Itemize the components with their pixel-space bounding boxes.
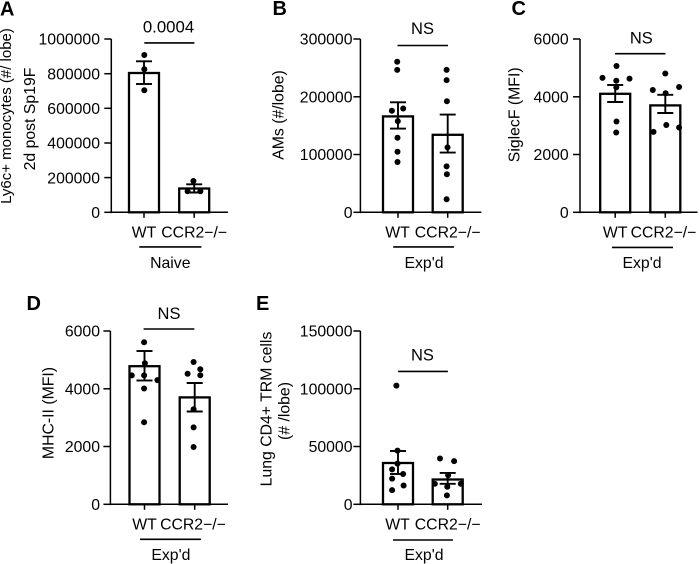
svg-text:WT: WT <box>385 225 410 242</box>
svg-text:CCR2−/−: CCR2−/− <box>161 225 227 242</box>
svg-text:200000: 200000 <box>47 170 100 187</box>
svg-text:2d post Sp19F: 2d post Sp19F <box>22 67 39 170</box>
svg-text:CCR2−/−: CCR2−/− <box>415 516 481 533</box>
svg-text:CCR2−/−: CCR2−/− <box>415 225 481 242</box>
svg-text:4000: 4000 <box>65 382 100 399</box>
svg-text:0: 0 <box>344 205 353 222</box>
svg-text:0: 0 <box>91 497 100 514</box>
svg-text:400000: 400000 <box>47 136 100 153</box>
svg-text:2000: 2000 <box>65 439 100 456</box>
svg-text:1000000: 1000000 <box>39 32 101 49</box>
svg-text:CCR2−/−: CCR2−/− <box>160 516 226 533</box>
svg-text:WT: WT <box>385 516 410 533</box>
svg-text:WT: WT <box>603 225 628 242</box>
svg-text:200000: 200000 <box>300 90 353 107</box>
svg-text:Naive: Naive <box>150 255 191 272</box>
svg-text:WT: WT <box>132 225 157 242</box>
svg-text:NS: NS <box>411 347 434 365</box>
svg-text:600000: 600000 <box>47 101 100 118</box>
svg-text:800000: 800000 <box>47 66 100 83</box>
svg-text:6000: 6000 <box>534 32 569 49</box>
svg-text:D: D <box>27 293 41 315</box>
svg-text:(# /lobe): (# /lobe) <box>277 382 294 440</box>
svg-text:Lung CD4+ TRM cells: Lung CD4+ TRM cells <box>259 332 276 487</box>
svg-text:E: E <box>256 293 269 315</box>
svg-text:100000: 100000 <box>300 147 353 164</box>
svg-text:Exp'd: Exp'd <box>404 255 443 272</box>
svg-text:150000: 150000 <box>300 324 353 341</box>
svg-text:0: 0 <box>91 205 100 222</box>
svg-text:NS: NS <box>630 30 653 48</box>
svg-text:2000: 2000 <box>534 147 569 164</box>
svg-text:NS: NS <box>158 305 181 323</box>
svg-text:0: 0 <box>560 205 569 222</box>
svg-text:100000: 100000 <box>300 382 353 399</box>
svg-text:0.0004: 0.0004 <box>143 18 194 37</box>
svg-text:4000: 4000 <box>534 90 569 107</box>
svg-text:AMs (#/lobe): AMs (#/lobe) <box>271 70 288 160</box>
svg-text:MHC-II (MFI): MHC-II (MFI) <box>41 367 58 459</box>
svg-text:WT: WT <box>132 516 157 533</box>
svg-text:Exp'd: Exp'd <box>151 547 190 564</box>
svg-text:SiglecF (MFI): SiglecF (MFI) <box>507 67 524 162</box>
svg-text:0: 0 <box>344 497 353 514</box>
svg-text:6000: 6000 <box>65 324 100 341</box>
svg-text:Exp'd: Exp'd <box>622 255 661 272</box>
svg-text:B: B <box>273 0 287 20</box>
svg-text:Ly6c+ monocytes (#/ lobe): Ly6c+ monocytes (#/ lobe) <box>0 28 15 204</box>
svg-text:CCR2−/−: CCR2−/− <box>631 225 697 242</box>
svg-text:300000: 300000 <box>300 32 353 49</box>
svg-text:C: C <box>512 0 526 20</box>
svg-text:Exp'd: Exp'd <box>404 547 443 564</box>
svg-text:A: A <box>0 0 14 21</box>
svg-text:50000: 50000 <box>309 439 353 456</box>
svg-text:NS: NS <box>411 20 434 38</box>
